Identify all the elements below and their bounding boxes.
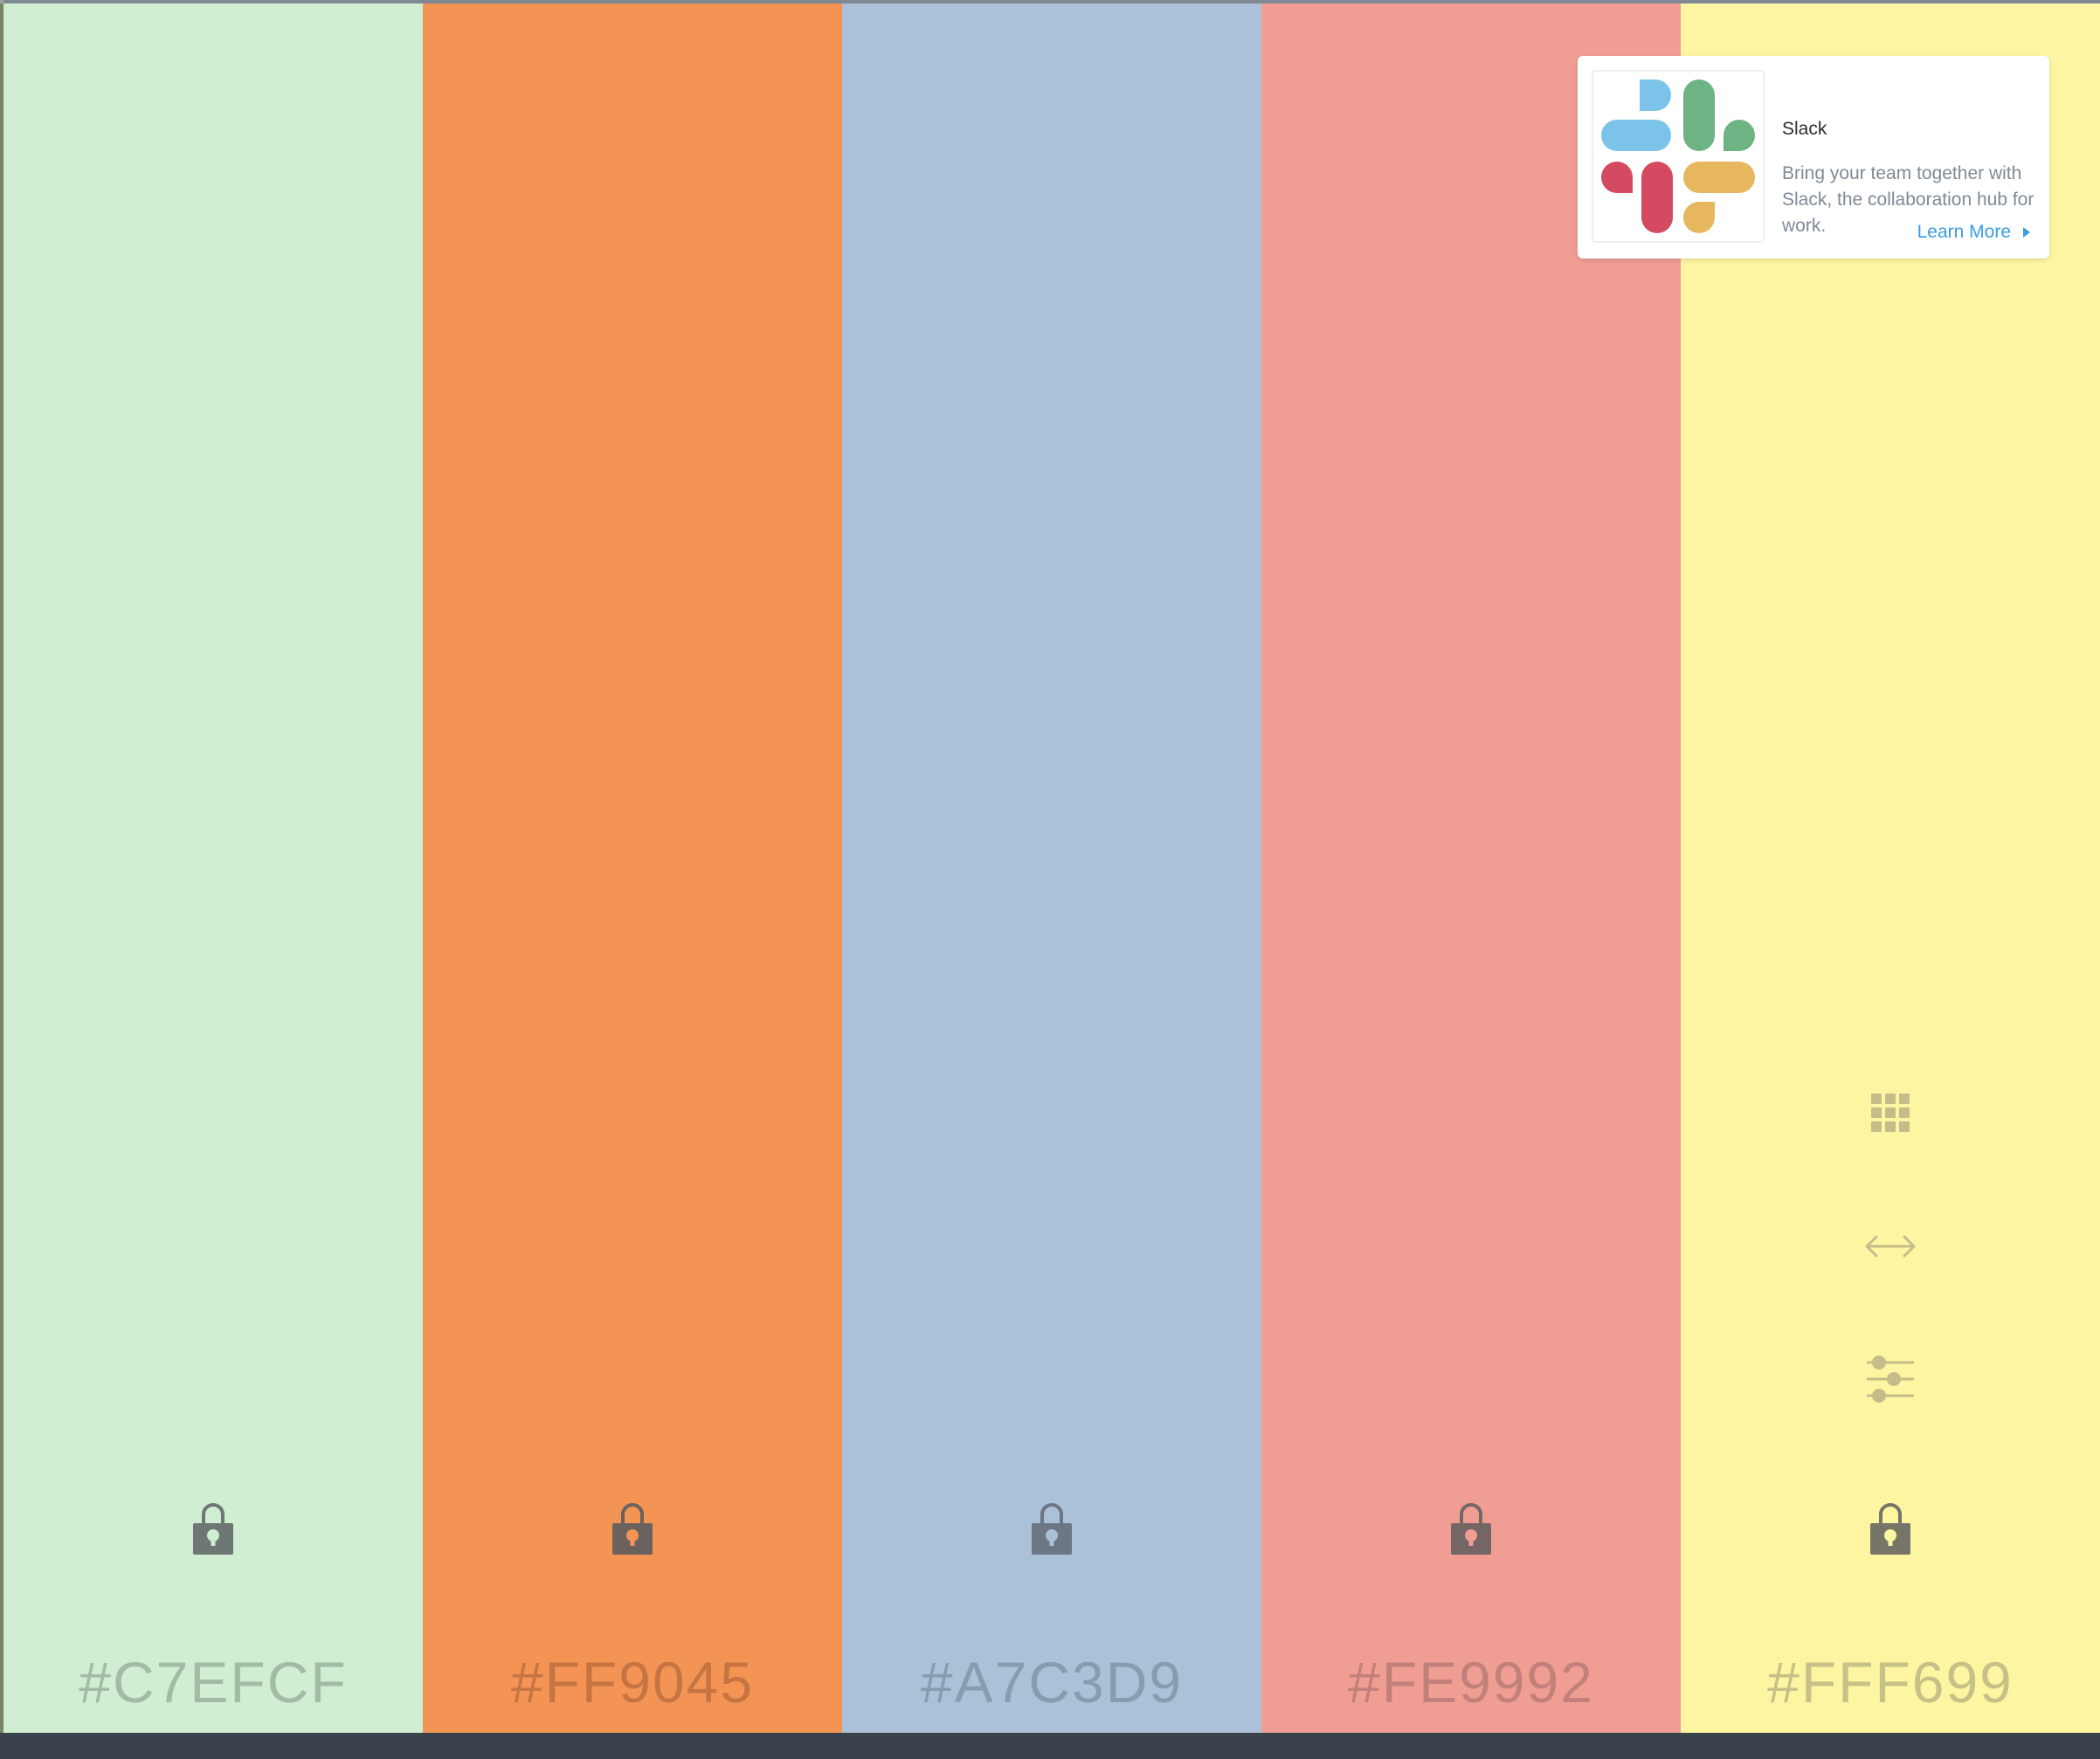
swatch-tools — [1681, 1086, 2100, 1436]
ad-title[interactable]: Slack — [1782, 119, 1827, 139]
window-edge — [0, 0, 3, 1733]
drag-button[interactable] — [1864, 1220, 1917, 1273]
horizontal-arrows-icon — [1865, 1235, 1916, 1258]
ad-description: Bring your team together with Slack, the… — [1782, 163, 2034, 236]
lock-button[interactable] — [606, 1499, 659, 1560]
hex-code[interactable]: #A7C3D9 — [920, 1650, 1184, 1714]
hex-code[interactable]: #C7EFCF — [79, 1650, 348, 1714]
sliders-icon — [1867, 1355, 1914, 1403]
lock-icon — [1451, 1503, 1491, 1555]
lock-icon — [1032, 1503, 1072, 1555]
lock-button[interactable] — [1864, 1499, 1917, 1560]
slack-logo[interactable] — [1592, 70, 1765, 243]
learn-more-link[interactable]: Learn More — [1917, 222, 2030, 243]
lock-icon — [193, 1503, 233, 1555]
swatch-1[interactable]: #C7EFCF — [3, 3, 423, 1733]
adjust-button[interactable] — [1864, 1353, 1917, 1405]
top-divider — [0, 0, 2100, 3]
hex-code[interactable]: #FF9045 — [510, 1650, 755, 1714]
lock-icon — [612, 1503, 653, 1555]
swatch-4[interactable]: #FE9992 — [1261, 3, 1681, 1733]
color-palette: #C7EFCF #FF9045 — [3, 3, 2100, 1733]
view-shades-button[interactable] — [1864, 1086, 1917, 1139]
sponsor-ad[interactable]: Slack Bring your team together with Slac… — [1578, 56, 2049, 259]
bottom-toolbar — [0, 1733, 2100, 1759]
caret-right-icon — [2023, 227, 2030, 238]
hex-code[interactable]: #FE9992 — [1348, 1650, 1594, 1714]
learn-more-label: Learn More — [1917, 222, 2011, 242]
lock-button[interactable] — [187, 1499, 239, 1560]
lock-button[interactable] — [1445, 1499, 1497, 1560]
swatch-2[interactable]: #FF9045 — [423, 3, 842, 1733]
swatch-5[interactable]: #FFF699 — [1681, 3, 2100, 1733]
hex-code[interactable]: #FFF699 — [1767, 1650, 2014, 1714]
grid-icon — [1871, 1093, 1910, 1132]
slack-logo-icon — [1601, 79, 1755, 233]
swatch-3[interactable]: #A7C3D9 — [842, 3, 1261, 1733]
lock-icon — [1870, 1503, 1910, 1555]
lock-button[interactable] — [1026, 1499, 1078, 1560]
